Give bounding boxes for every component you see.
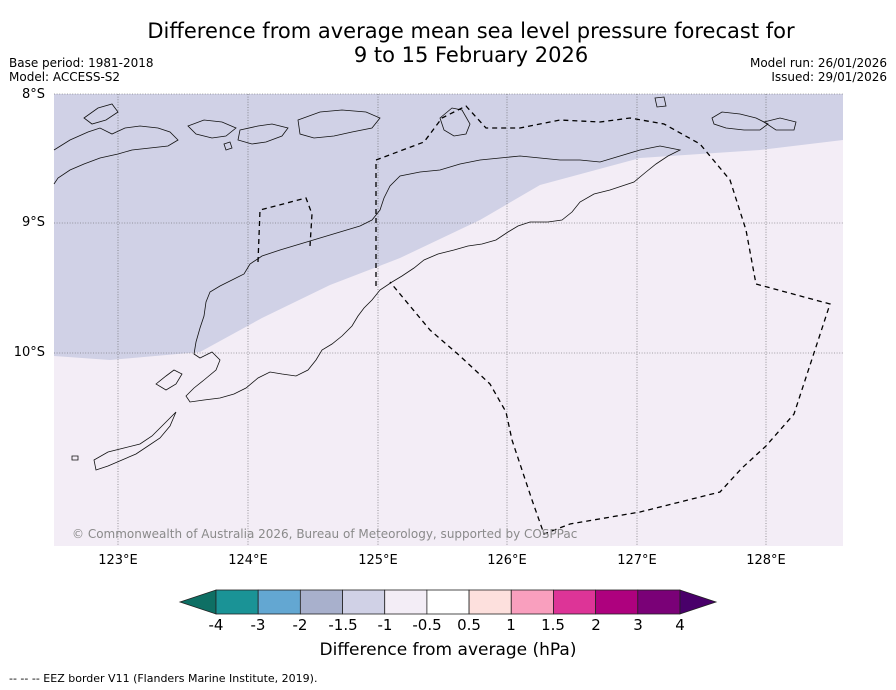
colorbar-tick: 3 (633, 616, 643, 634)
colorbar-segment (342, 589, 386, 615)
colorbar-extend-low (178, 589, 217, 615)
coastline-north-islands (53, 125, 179, 185)
coastline-sawu (93, 411, 177, 471)
lat-label-8s: 8°S (21, 87, 45, 102)
coastline-islet (71, 455, 79, 461)
coastlines (53, 96, 797, 471)
eez-footnote: -- -- -- EEZ border V11 (Flanders Marine… (9, 672, 318, 685)
map-title: Difference from average mean sea level p… (0, 19, 896, 67)
colorbar-segment (215, 589, 259, 615)
coastline-island-9 (763, 117, 797, 131)
eez-border-north (257, 197, 313, 263)
copyright-notice: © Commonwealth of Australia 2026, Bureau… (72, 527, 578, 541)
colorbar-tick: -4 (208, 616, 224, 634)
issued-date: Issued: 29/01/2026 (771, 70, 887, 84)
colorbar-tick: -3 (250, 616, 266, 634)
colorbar-segment (426, 589, 470, 615)
colorbar-tick: 0.5 (457, 616, 481, 634)
colorbar-segment (257, 589, 301, 615)
lat-label-10s: 10°S (13, 345, 45, 360)
colorbar-tick: -0.5 (412, 616, 442, 634)
colorbar-segment (384, 589, 428, 615)
lon-label-124e: 124°E (228, 553, 268, 568)
coastline-timor (185, 145, 682, 403)
colorbar-tick: 1.5 (541, 616, 565, 634)
colorbar-segment (468, 589, 512, 615)
coastline-island-6 (439, 107, 471, 137)
colorbar-segment (553, 589, 597, 615)
model-name: Model: ACCESS-S2 (9, 70, 121, 84)
coastline-island-8 (711, 111, 769, 131)
eez-borders (257, 105, 831, 535)
colorbar-segment (637, 589, 681, 615)
lon-label-126e: 126°E (487, 553, 527, 568)
colorbar-segment (510, 589, 554, 615)
coastline-island-3 (187, 119, 237, 139)
coastline-island-5 (297, 109, 381, 139)
anomaly-region-dark (54, 94, 843, 360)
colorbar-tick: 4 (675, 616, 685, 634)
colorbar-tick: -1 (377, 616, 393, 634)
colorbar-tick: -2 (292, 616, 308, 634)
model-run: Model run: 26/01/2026 (749, 56, 887, 70)
meta-left: Base period: 1981-2018 Model: ACCESS-S2 (9, 56, 154, 84)
title-line-2: 9 to 15 February 2026 (353, 43, 589, 67)
colorbar-extend-high (679, 589, 718, 615)
lon-label-128e: 128°E (746, 553, 786, 568)
lon-label-125e: 125°E (358, 553, 398, 568)
colorbar-tick: 1 (506, 616, 516, 634)
coastline-rote (155, 369, 183, 391)
meta-right: Model run: 26/01/2026 Issued: 29/01/2026 (750, 56, 887, 84)
colorbar-tick: 2 (591, 616, 601, 634)
coastline-island-2 (83, 103, 119, 125)
base-period: Base period: 1981-2018 (9, 56, 154, 70)
colorbar-segment (299, 589, 343, 615)
lon-label-123e: 123°E (98, 553, 138, 568)
colorbar-segment (595, 589, 639, 615)
colorbar-label: Difference from average (hPa) (319, 640, 577, 660)
lon-label-127e: 127°E (617, 553, 657, 568)
coastline-island-4 (237, 123, 289, 145)
colorbar-tick: -1.5 (328, 616, 358, 634)
lat-label-9s: 9°S (21, 215, 45, 230)
title-line-1: Difference from average mean sea level p… (147, 19, 795, 43)
coastline-island-10 (223, 141, 233, 151)
coastline-island-7 (654, 96, 667, 108)
eez-border-main (375, 105, 831, 535)
